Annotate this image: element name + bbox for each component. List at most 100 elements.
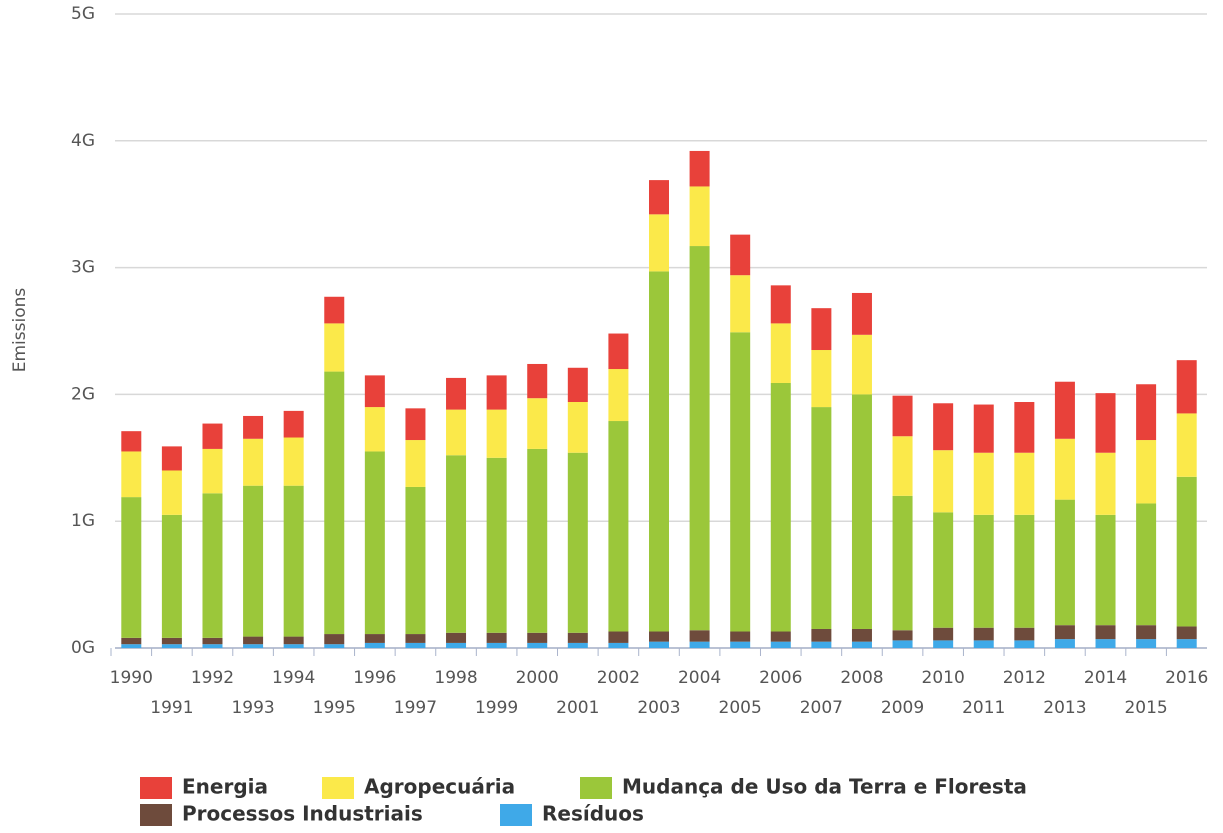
bar-segment: [973, 640, 994, 648]
y-tick-label: 4G: [71, 131, 95, 151]
x-tick-label: 2003: [637, 698, 680, 718]
x-tick-label: 2014: [1084, 668, 1127, 688]
x-tick-label: 1993: [231, 698, 274, 718]
x-tick-label: 1995: [313, 698, 356, 718]
bar-segment: [161, 644, 182, 648]
x-tick-label: 1998: [434, 668, 477, 688]
bar-segment: [446, 455, 467, 633]
bar-segment: [689, 641, 710, 648]
bar-segment: [811, 641, 832, 648]
bar-segment: [324, 644, 345, 648]
legend-swatch: [322, 777, 354, 799]
bar-segment: [324, 634, 345, 645]
bar-segment: [892, 436, 913, 496]
x-tick-label: 1990: [110, 668, 153, 688]
bar-segment: [1014, 640, 1035, 648]
x-tick-label: 1992: [191, 668, 234, 688]
bar-segment: [202, 423, 223, 449]
bar-segment: [364, 375, 385, 408]
bar-segment: [608, 421, 629, 632]
bar-segment: [649, 214, 669, 272]
y-tick-label: 5G: [71, 4, 95, 24]
bar-segment: [730, 234, 751, 276]
bar-segment: [202, 493, 223, 638]
x-tick-label: 2002: [597, 668, 640, 688]
legend-label: Energia: [182, 775, 268, 799]
legend-label: Processos Industriais: [182, 802, 423, 826]
x-tick-label: 2005: [719, 698, 762, 718]
bar-segment: [811, 628, 832, 642]
x-tick-label: 1991: [150, 698, 193, 718]
bar-segment: [649, 631, 669, 642]
bar-segment: [770, 285, 791, 324]
bar-segment: [161, 637, 182, 645]
bar-segment: [1176, 360, 1197, 414]
bar-segment: [933, 640, 954, 648]
bar-segment: [567, 632, 588, 643]
bar-segment: [770, 323, 791, 383]
bar-segment: [486, 642, 507, 648]
x-tick-label: 2013: [1043, 698, 1086, 718]
bar-segment: [446, 409, 467, 456]
bar-segment: [892, 630, 913, 641]
bar-segment: [567, 642, 588, 648]
bar-segment: [364, 634, 385, 643]
bar-segment: [405, 486, 426, 635]
legend-swatch: [500, 804, 532, 826]
bar-segment: [243, 636, 264, 645]
bar-segment: [121, 497, 142, 638]
bar-segment: [202, 448, 223, 494]
bar-segment: [364, 642, 385, 648]
bar-segment: [405, 642, 426, 648]
bar-segment: [527, 398, 548, 449]
bar-segment: [121, 644, 142, 648]
bar-segment: [730, 641, 751, 648]
bar-segment: [121, 431, 142, 452]
legend-swatch: [580, 777, 612, 799]
bar-segment: [1176, 413, 1197, 477]
bar-segment: [973, 627, 994, 641]
bar-segment: [933, 403, 954, 451]
legend-swatch: [140, 777, 172, 799]
bar-segment: [1136, 440, 1157, 504]
bar-segment: [446, 377, 467, 410]
bar-segment: [1054, 499, 1075, 626]
bar-segment: [1095, 514, 1116, 626]
bar-segment: [567, 402, 588, 453]
legend-label: Resíduos: [542, 802, 644, 826]
bar-segment: [405, 408, 426, 441]
bar-segment: [446, 632, 467, 643]
y-tick-label: 3G: [71, 258, 95, 278]
bar-segment: [283, 644, 304, 648]
bar-segment: [1136, 639, 1157, 648]
x-tick-label: 2001: [556, 698, 599, 718]
bar-segment: [405, 440, 426, 487]
bar-segment: [730, 332, 751, 632]
bar-segment: [486, 375, 507, 410]
bar-segment: [283, 485, 304, 637]
bar-segment: [1014, 402, 1035, 453]
bar-segment: [892, 495, 913, 631]
y-tick-label: 0G: [71, 638, 95, 658]
bar-segment: [1176, 476, 1197, 627]
bar-segment: [689, 186, 710, 247]
bar-segment: [730, 631, 751, 642]
bar-segment: [283, 410, 304, 438]
bar-segment: [649, 641, 669, 648]
bar-segment: [527, 632, 548, 643]
y-axis-label: Emissions: [10, 288, 30, 373]
bar-segment: [1054, 639, 1075, 648]
bar-segment: [1095, 452, 1116, 515]
bar-segment: [730, 275, 751, 333]
bar-segment: [851, 334, 872, 395]
x-tick-label: 2008: [840, 668, 883, 688]
bar-segment: [324, 371, 345, 635]
bar-segment: [161, 514, 182, 638]
bar-segment: [121, 451, 142, 498]
bar-segment: [324, 296, 345, 324]
bar-segment: [1136, 503, 1157, 626]
y-tick-label: 1G: [71, 511, 95, 531]
bar-segment: [527, 448, 548, 633]
bar-segment: [1054, 381, 1075, 439]
bar-segment: [1176, 639, 1197, 648]
